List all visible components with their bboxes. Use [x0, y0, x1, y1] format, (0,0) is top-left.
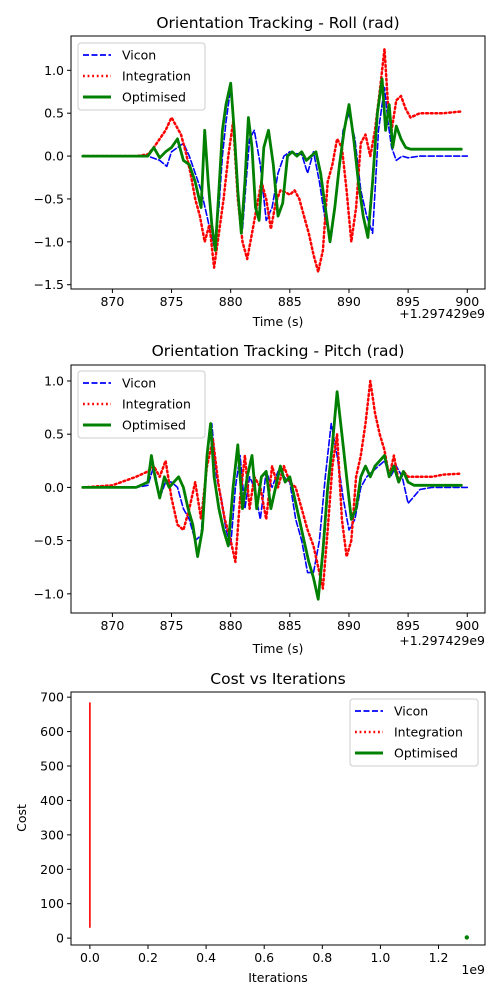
pitch-xtick-label: 875: [160, 618, 184, 633]
roll-panel: Orientation Tracking - Roll (rad) 870 875…: [34, 14, 486, 329]
cost-title: Cost vs Iterations: [210, 670, 345, 688]
cost-xtick-label: 0.2: [138, 950, 158, 965]
pitch-xtick-label: 870: [100, 618, 124, 633]
pitch-xlabel: Time (s): [252, 641, 304, 656]
cost-xtick-label: 0.6: [254, 950, 274, 965]
pitch-legend-integration-label: Integration: [122, 397, 191, 412]
cost-ytick-label: 600: [40, 724, 64, 739]
cost-xlabel: Iterations: [248, 970, 308, 985]
roll-legend-optimised-label: Optimised: [122, 90, 186, 105]
roll-legend: Vicon Integration Optimised: [77, 42, 206, 111]
roll-series-optimised: [81, 77, 463, 252]
cost-series-group: [89, 702, 470, 940]
pitch-legend: Vicon Integration Optimised: [77, 370, 206, 439]
cost-axes-frame: [70, 691, 486, 946]
pitch-xtick-label: 885: [278, 618, 302, 633]
pitch-ytick-label: −0.5: [34, 533, 64, 548]
cost-legend: Vicon Integration Optimised: [349, 698, 479, 767]
roll-ytick-label: 0.5: [44, 106, 64, 121]
roll-xtick-label: 900: [455, 294, 479, 309]
roll-ytick-label: 1.0: [44, 63, 64, 78]
cost-ytick-label: 200: [40, 862, 64, 877]
cost-panel: Cost vs Iterations 0.0 0.2 0.4 0.6 0.8 1.0 1.2…: [14, 670, 486, 985]
roll-ticks: 870 875 880 885 890 895 900 −1.5 −1.0 −0.5 0.0 0.5 1…: [34, 63, 480, 309]
cost-offset-label: 1e9: [461, 962, 485, 977]
cost-legend-integration-label: Integration: [394, 725, 463, 740]
pitch-ticks: 870 875 880 885 890 895 900 −1.0 −0.5 0.0 0.5 1.0: [34, 373, 480, 633]
cost-ytick-label: 300: [40, 827, 64, 842]
cost-legend-optimised-label: Optimised: [394, 746, 458, 761]
roll-title: Orientation Tracking - Roll (rad): [156, 14, 399, 32]
cost-plot-area: [89, 702, 470, 940]
cost-ytick-label: 0: [56, 931, 64, 946]
pitch-xtick-label: 890: [337, 618, 361, 633]
pitch-panel: Orientation Tracking - Pitch (rad) 870 87…: [34, 342, 486, 656]
roll-axes-frame: [70, 35, 486, 290]
pitch-plot-area: [81, 379, 469, 601]
cost-ytick-label: 700: [40, 690, 64, 705]
roll-ytick-label: −1.5: [34, 277, 64, 292]
pitch-ytick-label: −1.0: [34, 586, 64, 601]
pitch-title: Orientation Tracking - Pitch (rad): [152, 342, 405, 360]
roll-ytick-label: −1.0: [34, 234, 64, 249]
cost-xtick-label: 1.2: [429, 950, 449, 965]
cost-xtick-label: 0.0: [80, 950, 100, 965]
roll-xlabel: Time (s): [252, 314, 304, 329]
cost-xtick-label: 0.4: [196, 950, 216, 965]
roll-xtick-label: 885: [278, 294, 302, 309]
cost-legend-box: [349, 698, 479, 767]
cost-ytick-label: 100: [40, 896, 64, 911]
roll-ytick-label: 0.0: [44, 149, 64, 164]
roll-legend-vicon-label: Vicon: [122, 48, 156, 63]
roll-xtick-label: 875: [160, 294, 184, 309]
pitch-offset-label: +1.297429e9: [399, 633, 485, 648]
pitch-ytick-label: 1.0: [44, 373, 64, 388]
cost-ytick-label: 500: [40, 759, 64, 774]
roll-xtick-label: 890: [337, 294, 361, 309]
pitch-axes-frame: [70, 364, 486, 614]
pitch-ytick-label: 0.5: [44, 427, 64, 442]
pitch-xtick-label: 880: [219, 618, 243, 633]
cost-ytick-label: 400: [40, 793, 64, 808]
roll-offset-label: +1.297429e9: [399, 306, 485, 321]
roll-xtick-label: 880: [219, 294, 243, 309]
roll-legend-integration-label: Integration: [122, 69, 191, 84]
cost-legend-vicon-label: Vicon: [394, 704, 428, 719]
cost-xtick-label: 1.0: [370, 950, 390, 965]
pitch-xtick-label: 895: [396, 618, 420, 633]
pitch-xtick-label: 900: [455, 618, 479, 633]
cost-optimised-point: [464, 935, 470, 940]
roll-ytick-label: −0.5: [34, 191, 64, 206]
roll-legend-box: [77, 42, 206, 111]
roll-xtick-label: 870: [100, 294, 124, 309]
roll-plot-area: [81, 47, 469, 274]
pitch-legend-optimised-label: Optimised: [122, 418, 186, 433]
cost-ylabel: Cost: [14, 804, 29, 832]
cost-xtick-label: 0.8: [312, 950, 332, 965]
pitch-legend-vicon-label: Vicon: [122, 376, 156, 391]
pitch-series-optimised: [81, 390, 463, 601]
roll-series-group: [81, 47, 469, 274]
pitch-ytick-label: 0.0: [44, 480, 64, 495]
roll-xtick-label: 895: [396, 294, 420, 309]
cost-ticks: 0.0 0.2 0.4 0.6 0.8 1.0 1.2 0 100 200 300 400 500 600…: [40, 690, 448, 965]
pitch-series-group: [81, 379, 469, 601]
pitch-legend-box: [77, 370, 206, 439]
